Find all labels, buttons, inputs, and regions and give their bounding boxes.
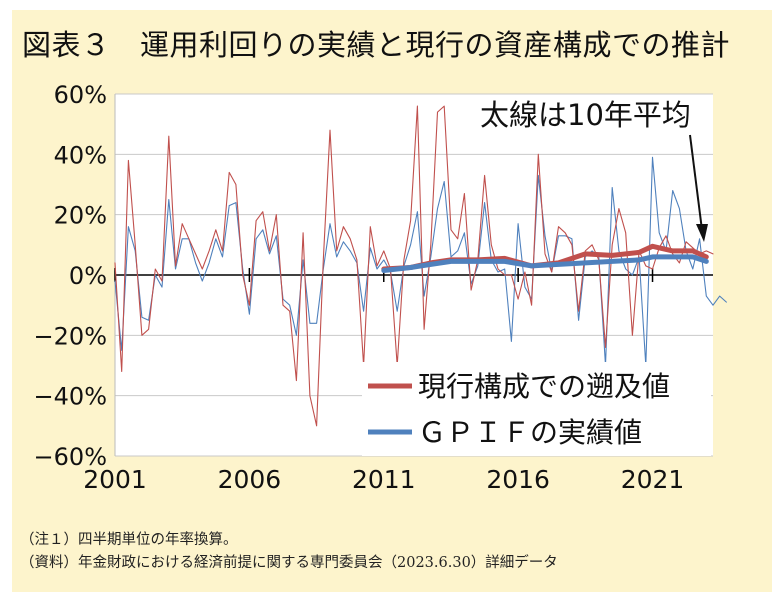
axes xyxy=(114,94,713,456)
y-tick-label-2: 20% xyxy=(54,202,107,230)
y-tick-label-5: −40% xyxy=(34,383,107,411)
annotation: 太線は10年平均 xyxy=(480,98,708,242)
annotation-arrow-line xyxy=(689,134,703,231)
source-note: （資料）年金財政における経済前提に関する専門委員会（2023.6.30）詳細デー… xyxy=(20,555,558,571)
y-axis-labels: 60% 40% 20% 0% −20% −40% −60% xyxy=(34,81,107,471)
y-tick-label-0: 60% xyxy=(54,81,107,109)
x-tick-label-2: 2011 xyxy=(352,465,416,494)
annotation-text: 太線は10年平均 xyxy=(480,98,691,132)
x-tick-label-0: 2001 xyxy=(83,465,147,494)
x-tick-label-4: 2021 xyxy=(621,465,685,494)
y-tick-label-6: −60% xyxy=(34,443,107,471)
legend: 現行構成での遡及値 ＧＰＩＦの実績値 xyxy=(362,362,711,456)
series-line-1 xyxy=(114,156,727,367)
legend-label-blue: ＧＰＩＦの実績値 xyxy=(418,416,642,449)
x-tick-label-3: 2016 xyxy=(486,465,550,494)
series-line-0 xyxy=(114,105,714,427)
y-tick-label-4: −20% xyxy=(34,322,107,350)
x-tick-label-1: 2006 xyxy=(218,465,282,494)
footnote: （注１）四半期単位の年率換算。 xyxy=(20,532,238,548)
chart-frame: 図表３ 運用利回りの実績と現行の資産構成での推計 60% 40% 20% 0% −20%… xyxy=(12,10,772,592)
legend-box xyxy=(362,362,711,456)
series-layer xyxy=(114,105,727,427)
chart-title: 図表３ 運用利回りの実績と現行の資産構成での推計 xyxy=(22,28,731,62)
y-tick-label-3: 0% xyxy=(69,262,107,290)
line-chart: 60% 40% 20% 0% −20% −40% −60% 2001 2006 2011 2016… xyxy=(34,81,727,494)
series-line-3 xyxy=(381,254,709,273)
y-tick-label-1: 40% xyxy=(54,141,107,169)
legend-label-red: 現行構成での遡及値 xyxy=(418,370,670,403)
annotation-arrowhead xyxy=(696,224,708,242)
x-axis-labels: 2001 2006 2011 2016 2021 xyxy=(83,465,684,494)
